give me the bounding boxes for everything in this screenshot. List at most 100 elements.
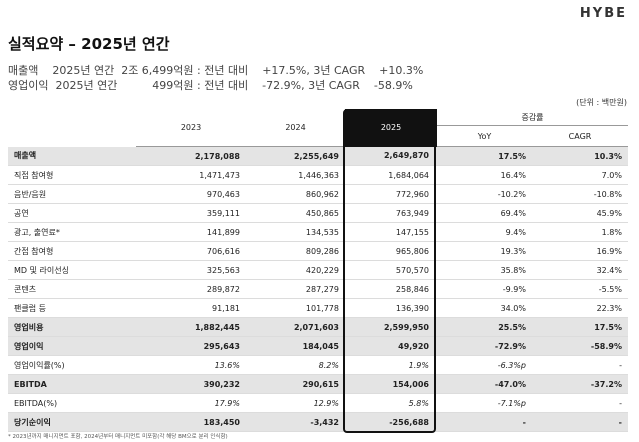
row-label: 음반/음원 [8, 184, 136, 204]
row-label: EBITDA [8, 374, 136, 394]
table-row: EBITDA 390,232 290,615 154,006 -47.0% -3… [8, 374, 628, 394]
cell-2023: 13.6% [136, 355, 246, 375]
cell-yoy: 16.4% [437, 165, 532, 185]
cell-2024: 101,778 [246, 298, 345, 318]
table-row: MD 및 라이선싱 325,563 420,229 570,570 35.8% … [8, 260, 628, 280]
row-label: 직접 참여형 [8, 165, 136, 185]
cell-2025: 570,570 [345, 260, 437, 280]
row-label: 공연 [8, 203, 136, 223]
cell-cagr: - [532, 393, 628, 413]
table-row: 공연 359,111 450,865 763,949 69.4% 45.9% [8, 203, 628, 223]
cell-2024: 287,279 [246, 279, 345, 299]
cell-2025: 258,846 [345, 279, 437, 299]
cell-cagr: -58.9% [532, 336, 628, 356]
operating-profit-summary: 영업이익 2025년 연간 499억원 : 전년 대비 -72.9%, 3년 C… [8, 79, 413, 92]
table-row: 직접 참여형 1,471,473 1,446,363 1,684,064 16.… [8, 165, 628, 185]
table-row: 영업비용 1,882,445 2,071,603 2,599,950 25.5%… [8, 317, 628, 337]
row-label: 매출액 [8, 146, 136, 166]
cell-2025: 136,390 [345, 298, 437, 318]
header-2024: 2024 [246, 109, 345, 147]
header-growth: 증감률 [437, 109, 628, 126]
cell-cagr: 17.5% [532, 317, 628, 337]
cell-cagr: - [532, 355, 628, 375]
table-row: 당기순이익 183,450 -3,432 -256,688 - - [8, 412, 628, 432]
table-row: EBITDA(%) 17.9% 12.9% 5.8% -7.1%p - [8, 393, 628, 413]
financial-summary-table: 2023 2024 2025 증감률 YoY CAGR 매출액 2,178,08… [8, 109, 628, 432]
cell-2024: 8.2% [246, 355, 345, 375]
cell-2024: 12.9% [246, 393, 345, 413]
table-row: 매출액 2,178,088 2,255,649 2,649,870 17.5% … [8, 146, 628, 166]
cell-2024: 184,045 [246, 336, 345, 356]
cell-2023: 970,463 [136, 184, 246, 204]
cell-2023: 141,899 [136, 222, 246, 242]
row-label: EBITDA(%) [8, 393, 136, 413]
cell-cagr: -37.2% [532, 374, 628, 394]
cell-yoy: - [437, 412, 532, 432]
cell-2023: 17.9% [136, 393, 246, 413]
cell-yoy: -47.0% [437, 374, 532, 394]
cell-cagr: 22.3% [532, 298, 628, 318]
row-label: 팬클럽 등 [8, 298, 136, 318]
cell-cagr: 7.0% [532, 165, 628, 185]
cell-yoy: -72.9% [437, 336, 532, 356]
row-label: 영업이익률(%) [8, 355, 136, 375]
cell-2024: 2,255,649 [246, 146, 345, 166]
cell-2023: 1,471,473 [136, 165, 246, 185]
row-label: 간접 참여형 [8, 241, 136, 261]
cell-2025: 763,949 [345, 203, 437, 223]
table-row: 영업이익률(%) 13.6% 8.2% 1.9% -6.3%p - [8, 355, 628, 375]
cell-2023: 325,563 [136, 260, 246, 280]
table-row: 영업이익 295,643 184,045 49,920 -72.9% -58.9… [8, 336, 628, 356]
cell-2025: 965,806 [345, 241, 437, 261]
cell-cagr: 32.4% [532, 260, 628, 280]
cell-cagr: -10.8% [532, 184, 628, 204]
row-label: 콘텐츠 [8, 279, 136, 299]
cell-cagr: - [532, 412, 628, 432]
cell-yoy: -9.9% [437, 279, 532, 299]
cell-2023: 289,872 [136, 279, 246, 299]
cell-2023: 359,111 [136, 203, 246, 223]
cell-yoy: -7.1%p [437, 393, 532, 413]
revenue-summary: 매출액 2025년 연간 2조 6,499억원 : 전년 대비 +17.5%, … [8, 64, 424, 77]
cell-yoy: -6.3%p [437, 355, 532, 375]
cell-yoy: 34.0% [437, 298, 532, 318]
cell-2025: 154,006 [345, 374, 437, 394]
cell-2025: 2,599,950 [345, 317, 437, 337]
row-label: 당기순이익 [8, 412, 136, 432]
cell-2023: 183,450 [136, 412, 246, 432]
cell-yoy: 17.5% [437, 146, 532, 166]
cell-2024: 290,615 [246, 374, 345, 394]
cell-2024: 450,865 [246, 203, 345, 223]
row-label: 영업비용 [8, 317, 136, 337]
header-2025: 2025 [345, 109, 437, 147]
cell-cagr: -5.5% [532, 279, 628, 299]
footnote: * 2023년까지 매니지먼트 포함, 2024년부터 매니지먼트 미포함(각 … [8, 434, 228, 440]
cell-2023: 390,232 [136, 374, 246, 394]
table-row: 콘텐츠 289,872 287,279 258,846 -9.9% -5.5% [8, 279, 628, 299]
cell-2024: 134,535 [246, 222, 345, 242]
table-row: 음반/음원 970,463 860,962 772,960 -10.2% -10… [8, 184, 628, 204]
cell-yoy: -10.2% [437, 184, 532, 204]
unit-label: (단위 : 백만원) [576, 98, 627, 107]
row-label: 광고, 출연료* [8, 222, 136, 242]
cell-yoy: 25.5% [437, 317, 532, 337]
cell-2024: 1,446,363 [246, 165, 345, 185]
cell-2025: 147,155 [345, 222, 437, 242]
table-row: 팬클럽 등 91,181 101,778 136,390 34.0% 22.3% [8, 298, 628, 318]
cell-cagr: 10.3% [532, 146, 628, 166]
cell-2025: 772,960 [345, 184, 437, 204]
brand-logo: HYBE [579, 6, 627, 21]
table-row: 간접 참여형 706,616 809,286 965,806 19.3% 16.… [8, 241, 628, 261]
cell-2025: 1,684,064 [345, 165, 437, 185]
row-label: MD 및 라이선싱 [8, 260, 136, 280]
cell-2025: 5.8% [345, 393, 437, 413]
cell-2023: 91,181 [136, 298, 246, 318]
cell-yoy: 19.3% [437, 241, 532, 261]
cell-2023: 1,882,445 [136, 317, 246, 337]
row-label: 영업이익 [8, 336, 136, 356]
cell-2023: 706,616 [136, 241, 246, 261]
page-title: 실적요약 – 2025년 연간 [8, 35, 170, 53]
cell-cagr: 45.9% [532, 203, 628, 223]
cell-2025: 2,649,870 [345, 146, 437, 166]
cell-2025: 1.9% [345, 355, 437, 375]
